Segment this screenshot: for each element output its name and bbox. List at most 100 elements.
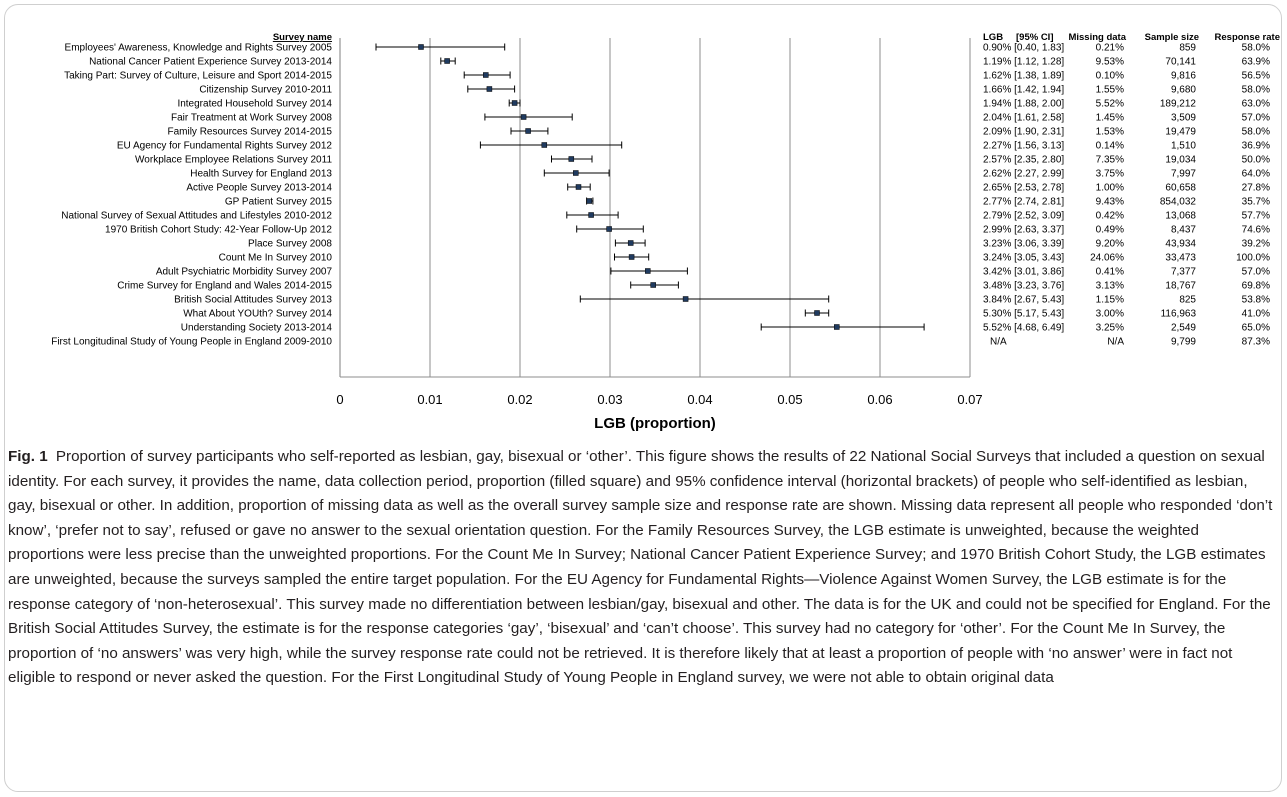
survey-name-label: GP Patient Survey 2015 [225, 197, 333, 208]
lgb-estimate-cell: 5.30% [5.17, 5.43] [983, 309, 1064, 320]
header-response-rate: Response rate [1215, 32, 1280, 43]
lgb-estimate-cell: N/A [990, 337, 1007, 348]
sample-size-cell: 859 [1179, 43, 1196, 54]
lgb-estimate-cell: 1.19% [1.12, 1.28] [983, 57, 1064, 68]
response-rate-cell: 27.8% [1242, 183, 1270, 194]
missing-data-cell: 3.25% [1096, 323, 1124, 334]
caption-text: Proportion of survey participants who se… [8, 448, 1273, 687]
estimate-point [650, 282, 656, 288]
estimate-point [627, 240, 634, 246]
survey-name-label: Fair Treatment at Work Survey 2008 [171, 113, 332, 124]
sample-size-cell: 116,963 [1161, 309, 1197, 320]
header-missing-data: Missing data [1068, 32, 1126, 43]
header-sample-size: Sample size [1145, 32, 1199, 43]
sample-size-cell: 9,816 [1171, 71, 1196, 82]
missing-data-cell: 1.53% [1096, 127, 1124, 138]
header-lgb: LGB [983, 32, 1003, 43]
missing-data-cell: 7.35% [1096, 155, 1124, 166]
survey-name-label: EU Agency for Fundamental Rights Survey … [117, 141, 333, 152]
response-rate-cell: 58.0% [1242, 127, 1270, 138]
response-rate-cell: 57.0% [1242, 113, 1270, 124]
survey-name-label: Health Survey for England 2013 [190, 169, 332, 180]
sample-size-cell: 70,141 [1165, 57, 1196, 68]
figure-frame [4, 4, 1282, 792]
survey-name-label: Adult Psychiatric Morbidity Survey 2007 [156, 267, 333, 278]
estimate-point [682, 296, 689, 302]
lgb-estimate-cell: 3.42% [3.01, 3.86] [983, 267, 1064, 278]
estimate-point [606, 226, 612, 232]
sample-size-cell: 854,032 [1160, 197, 1197, 208]
x-tick-label: 0.07 [957, 392, 982, 407]
missing-data-cell: 3.00% [1096, 309, 1124, 320]
survey-name-label: Integrated Household Survey 2014 [177, 99, 332, 110]
estimate-point [520, 114, 527, 120]
lgb-estimate-cell: 3.48% [3.23, 3.76] [983, 281, 1064, 292]
sample-size-cell: 19,479 [1165, 127, 1196, 138]
estimate-point [573, 170, 579, 176]
sample-size-cell: 8,437 [1171, 225, 1196, 236]
missing-data-cell: 1.55% [1096, 85, 1124, 96]
survey-name-label: Citizenship Survey 2010-2011 [199, 85, 332, 96]
estimate-point [525, 128, 531, 134]
x-tick-label: 0.03 [597, 392, 622, 407]
sample-size-cell: 13,068 [1165, 211, 1196, 222]
x-tick-label: 0.04 [687, 392, 712, 407]
figure-caption: Fig. 1 Proportion of survey participants… [8, 445, 1278, 691]
missing-data-cell: 0.49% [1096, 225, 1124, 236]
sample-size-cell: 43,934 [1165, 239, 1196, 250]
estimate-point [575, 184, 582, 190]
estimate-point [418, 44, 424, 50]
sample-size-cell: 33,473 [1165, 253, 1196, 264]
missing-data-cell: 9.43% [1096, 197, 1124, 208]
sample-size-cell: 18,767 [1165, 281, 1196, 292]
lgb-estimate-cell: 1.66% [1.42, 1.94] [983, 85, 1064, 96]
lgb-estimate-cell: 1.94% [1.88, 2.00] [983, 99, 1064, 110]
lgb-estimate-cell: 2.62% [2.27, 2.99] [983, 169, 1064, 180]
estimate-point [586, 198, 593, 204]
estimate-point [511, 100, 518, 106]
lgb-estimate-cell: 2.77% [2.74, 2.81] [983, 197, 1064, 208]
missing-data-cell: N/A [1107, 337, 1124, 348]
sample-size-cell: 189,212 [1160, 99, 1197, 110]
missing-data-cell: 0.42% [1096, 211, 1124, 222]
estimate-point [588, 212, 594, 218]
missing-data-cell: 9.20% [1096, 239, 1124, 250]
estimate-point [568, 156, 575, 162]
response-rate-cell: 69.8% [1242, 281, 1270, 292]
survey-name-label: Workplace Employee Relations Survey 2011 [135, 155, 332, 166]
sample-size-cell: 3,509 [1171, 113, 1196, 124]
response-rate-cell: 41.0% [1242, 309, 1270, 320]
response-rate-cell: 58.0% [1242, 85, 1270, 96]
survey-name-label: National Survey of Sexual Attitudes and … [61, 211, 332, 222]
survey-name-label: Taking Part: Survey of Culture, Leisure … [64, 71, 332, 82]
lgb-estimate-cell: 2.04% [1.61, 2.58] [983, 113, 1064, 124]
header-survey-name: Survey name [273, 32, 332, 43]
survey-name-label: 1970 British Cohort Study: 42-Year Follo… [105, 225, 332, 236]
lgb-estimate-cell: 3.24% [3.05, 3.43] [983, 253, 1064, 264]
response-rate-cell: 65.0% [1242, 323, 1270, 334]
x-tick-label: 0 [336, 392, 343, 407]
response-rate-cell: 35.7% [1242, 197, 1270, 208]
lgb-estimate-cell: 2.79% [2.52, 3.09] [983, 211, 1064, 222]
estimate-point [483, 72, 489, 78]
response-rate-cell: 74.6% [1242, 225, 1270, 236]
missing-data-cell: 9.53% [1096, 57, 1124, 68]
x-tick-label: 0.02 [507, 392, 532, 407]
sample-size-cell: 7,997 [1171, 169, 1196, 180]
response-rate-cell: 50.0% [1242, 155, 1270, 166]
lgb-estimate-cell: 0.90% [0.40, 1.83] [983, 43, 1064, 54]
survey-name-label: Place Survey 2008 [248, 239, 332, 250]
x-axis-label: LGB (proportion) [594, 415, 716, 432]
response-rate-cell: 39.2% [1242, 239, 1270, 250]
estimate-point [814, 310, 820, 316]
sample-size-cell: 9,799 [1171, 337, 1196, 348]
x-tick-label: 0.06 [867, 392, 892, 407]
survey-name-label: First Longitudinal Study of Young People… [51, 337, 332, 348]
x-tick-label: 0.05 [777, 392, 802, 407]
lgb-estimate-cell: 3.84% [2.67, 5.43] [983, 295, 1064, 306]
lgb-estimate-cell: 3.23% [3.06, 3.39] [983, 239, 1064, 250]
survey-name-label: National Cancer Patient Experience Surve… [89, 57, 332, 68]
lgb-estimate-cell: 2.27% [1.56, 3.13] [983, 141, 1064, 152]
missing-data-cell: 1.45% [1096, 113, 1124, 124]
missing-data-cell: 3.13% [1096, 281, 1124, 292]
